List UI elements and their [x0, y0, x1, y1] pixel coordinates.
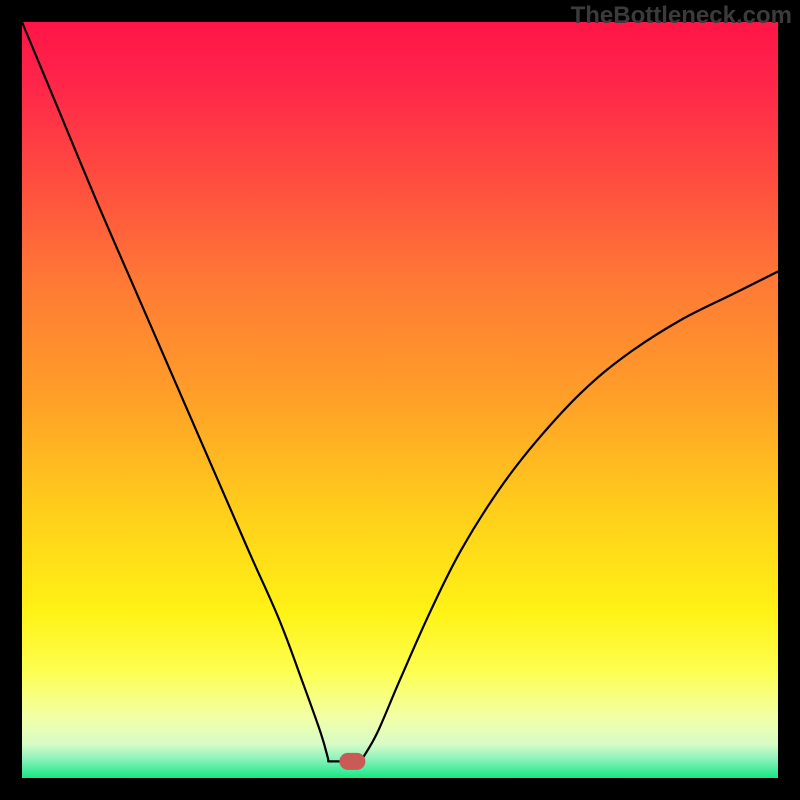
plot-area	[22, 22, 778, 778]
chart-svg	[0, 0, 800, 800]
optimum-marker	[339, 753, 365, 770]
chart-stage: TheBottleneck.com	[0, 0, 800, 800]
